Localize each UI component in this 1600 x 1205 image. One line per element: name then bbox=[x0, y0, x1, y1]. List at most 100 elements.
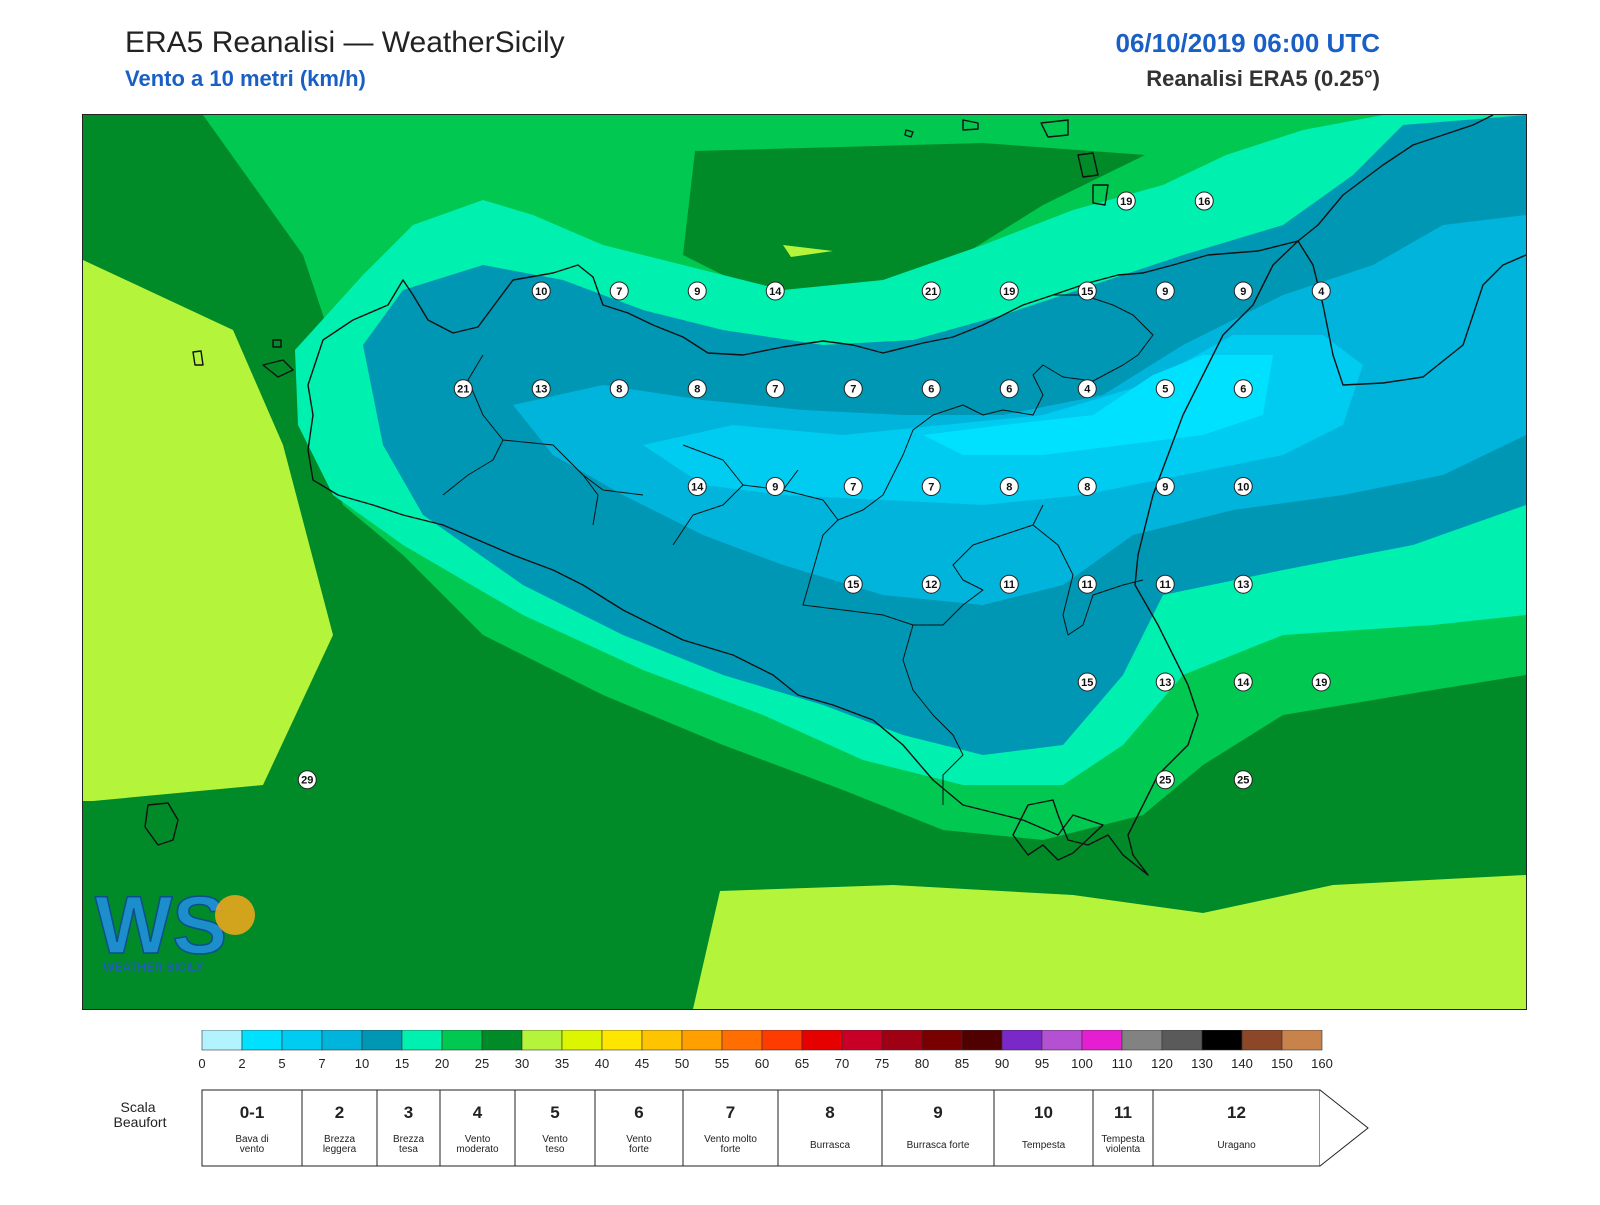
station-value: 6 bbox=[1006, 384, 1012, 396]
station-value: 25 bbox=[1237, 775, 1249, 787]
colorbar-tick: 65 bbox=[795, 1056, 809, 1071]
beaufort-class: 10 Tempesta bbox=[993, 1089, 1094, 1167]
map-subtitle: Vento a 10 metri (km/h) bbox=[125, 66, 366, 91]
logo-letters: WS bbox=[95, 880, 227, 971]
station-marker: 7 bbox=[843, 476, 863, 496]
station-value: 8 bbox=[616, 384, 622, 396]
station-marker: 14 bbox=[1233, 672, 1253, 692]
colorbar-tick: 35 bbox=[555, 1056, 569, 1071]
beaufort-number: 8 bbox=[825, 1103, 834, 1122]
station-value: 6 bbox=[1240, 384, 1246, 396]
beaufort-description: Brezza leggera bbox=[323, 1134, 357, 1155]
beaufort-number: 10 bbox=[1034, 1103, 1053, 1122]
station-marker: 15 bbox=[1077, 672, 1097, 692]
beaufort-number: 4 bbox=[473, 1103, 483, 1122]
station-value: 10 bbox=[1237, 481, 1249, 493]
field-30-35-north bbox=[783, 245, 833, 257]
station-value: 21 bbox=[925, 286, 937, 298]
station-value: 13 bbox=[535, 384, 547, 396]
weathersicily-logo: WS WEATHER SICILY bbox=[94, 879, 255, 974]
beaufort-description: Tempesta violenta bbox=[1101, 1134, 1145, 1155]
colorbar-cell bbox=[401, 1029, 443, 1051]
colorbar-cell bbox=[841, 1029, 883, 1051]
station-marker: 29 bbox=[297, 770, 317, 790]
beaufort-number: 9 bbox=[933, 1103, 942, 1122]
station-marker: 19 bbox=[1116, 191, 1136, 211]
colorbar-tick: 2 bbox=[238, 1056, 245, 1071]
island-pantelleria bbox=[144, 802, 179, 846]
colorbar-tick: 40 bbox=[595, 1056, 609, 1071]
colorbar-tick: 160 bbox=[1311, 1056, 1333, 1071]
station-marker: 6 bbox=[999, 379, 1019, 399]
station-marker: 7 bbox=[609, 281, 629, 301]
colorbar-tick: 70 bbox=[835, 1056, 849, 1071]
field-2-5 bbox=[923, 355, 1273, 455]
station-value: 21 bbox=[457, 384, 469, 396]
station-value: 15 bbox=[847, 579, 859, 591]
colorbar-cell bbox=[1121, 1029, 1163, 1051]
beaufort-description: Burrasca forte bbox=[907, 1140, 970, 1151]
colorbar-tick: 30 bbox=[515, 1056, 529, 1071]
station-marker: 25 bbox=[1233, 770, 1253, 790]
station-marker: 4 bbox=[1311, 281, 1331, 301]
station-marker: 9 bbox=[1233, 281, 1253, 301]
beaufort-arrow bbox=[1319, 1089, 1369, 1167]
valid-datetime: 06/10/2019 06:00 UTC bbox=[1115, 28, 1380, 58]
station-marker: 13 bbox=[531, 379, 551, 399]
station-value: 12 bbox=[925, 579, 937, 591]
station-value: 11 bbox=[1003, 579, 1015, 591]
beaufort-number: 7 bbox=[726, 1103, 735, 1122]
map-title: ERA5 Reanalisi — WeatherSicily bbox=[125, 26, 565, 59]
colorbar-cell bbox=[801, 1029, 843, 1051]
station-value: 7 bbox=[850, 481, 856, 493]
station-marker: 8 bbox=[687, 379, 707, 399]
station-value: 9 bbox=[772, 481, 778, 493]
station-marker: 25 bbox=[1155, 770, 1175, 790]
station-value: 16 bbox=[1198, 196, 1210, 208]
colorbar-tick: 15 bbox=[395, 1056, 409, 1071]
beaufort-description: Vento forte bbox=[626, 1134, 652, 1155]
beaufort-description: Vento teso bbox=[542, 1134, 568, 1155]
station-marker: 13 bbox=[1233, 574, 1253, 594]
beaufort-number: 3 bbox=[404, 1103, 413, 1122]
station-value: 15 bbox=[1081, 286, 1093, 298]
station-value: 9 bbox=[694, 286, 700, 298]
colorbar-tick: 0 bbox=[198, 1056, 205, 1071]
colorbar-tick: 120 bbox=[1151, 1056, 1173, 1071]
station-marker: 5 bbox=[1155, 379, 1175, 399]
colorbar-cell bbox=[281, 1029, 323, 1051]
station-value: 19 bbox=[1120, 196, 1132, 208]
colorbar-cell bbox=[1161, 1029, 1203, 1051]
colorbar-tick: 85 bbox=[955, 1056, 969, 1071]
station-value: 14 bbox=[691, 481, 704, 493]
beaufort-number: 6 bbox=[634, 1103, 643, 1122]
colorbar-cell bbox=[681, 1029, 723, 1051]
wind-stations: 19 16 10 7 9 14 21 19 15 9 9 4 21 13 8 8 7 7 6 6 4 5 6 14 9 7 7 8 8 9… bbox=[297, 191, 1331, 790]
colorbar-tick: 110 bbox=[1112, 1056, 1133, 1071]
station-marker: 21 bbox=[453, 379, 473, 399]
station-marker: 9 bbox=[1155, 476, 1175, 496]
colorbar-tick: 150 bbox=[1271, 1056, 1293, 1071]
logo-sun-icon bbox=[215, 895, 255, 935]
field-30-35-west bbox=[83, 260, 333, 801]
colorbar-cell bbox=[761, 1029, 803, 1051]
colorbar-cell bbox=[601, 1029, 643, 1051]
island-ustica bbox=[192, 350, 204, 366]
station-marker: 10 bbox=[1233, 476, 1253, 496]
station-marker: 15 bbox=[843, 574, 863, 594]
colorbar-tick: 140 bbox=[1231, 1056, 1253, 1071]
colorbar-tick: 50 bbox=[675, 1056, 689, 1071]
beaufort-number: 5 bbox=[550, 1103, 559, 1122]
legend: 0 2 5 7 10 15 20 25 30 35 40 45 50 55 60 65 70 75 80 85 90 95… bbox=[0, 1029, 1600, 1200]
colorbar-tick: 130 bbox=[1191, 1056, 1213, 1071]
station-value: 7 bbox=[772, 384, 778, 396]
station-value: 9 bbox=[1162, 481, 1168, 493]
colorbar-tick: 60 bbox=[755, 1056, 769, 1071]
station-marker: 19 bbox=[999, 281, 1019, 301]
colorbar-cell bbox=[881, 1029, 923, 1051]
station-marker: 4 bbox=[1077, 379, 1097, 399]
beaufort-description: Tempesta bbox=[1022, 1140, 1066, 1151]
beaufort-class: 4 Vento moderato bbox=[439, 1089, 516, 1167]
colorbar-cell bbox=[201, 1029, 243, 1051]
station-value: 13 bbox=[1159, 677, 1171, 689]
